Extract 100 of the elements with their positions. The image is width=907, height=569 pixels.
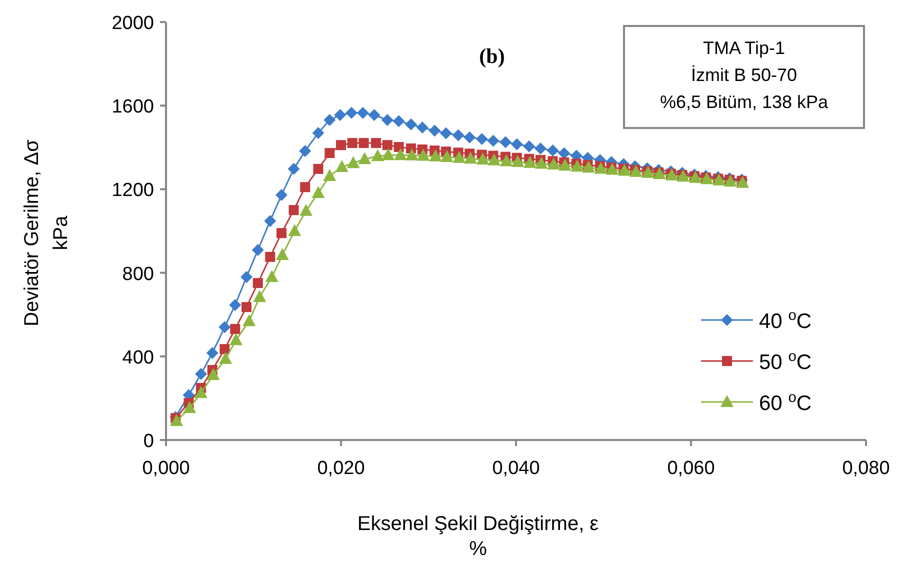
point — [368, 109, 380, 122]
point — [382, 148, 395, 160]
point — [500, 136, 512, 148]
point — [252, 278, 263, 288]
point — [476, 133, 488, 146]
text: (b) — [479, 44, 505, 68]
point — [312, 126, 324, 139]
point — [582, 160, 596, 173]
point — [183, 401, 196, 414]
point — [700, 172, 714, 184]
point — [546, 144, 559, 157]
point — [382, 140, 392, 150]
point — [724, 174, 737, 187]
point — [194, 386, 208, 398]
point — [476, 152, 490, 165]
point — [324, 148, 335, 158]
point — [558, 158, 572, 171]
x-tick-label: 0,040 — [492, 458, 540, 479]
point — [511, 155, 524, 168]
point — [676, 170, 690, 182]
point — [347, 138, 358, 148]
point — [452, 150, 466, 163]
point — [240, 270, 252, 283]
point — [371, 149, 384, 162]
point — [265, 252, 276, 262]
point — [335, 160, 348, 172]
y-tick-label: 0 — [143, 431, 154, 452]
point — [288, 205, 299, 216]
point — [500, 154, 513, 166]
point — [264, 214, 276, 227]
point — [230, 324, 240, 334]
point — [300, 182, 310, 192]
point — [381, 114, 394, 126]
point — [642, 166, 655, 178]
point — [405, 118, 417, 130]
point — [488, 153, 501, 166]
point — [206, 368, 220, 380]
point — [606, 162, 619, 175]
point — [195, 368, 207, 380]
point — [288, 162, 300, 175]
point — [416, 148, 430, 161]
point — [220, 344, 230, 354]
legend-label: 50 $^{o}$C — [759, 349, 812, 374]
point — [429, 149, 442, 162]
point — [358, 138, 369, 148]
point — [300, 204, 312, 216]
point — [428, 124, 441, 137]
point — [336, 140, 346, 150]
point — [265, 270, 278, 282]
point — [230, 333, 242, 346]
point — [405, 148, 418, 160]
point — [323, 169, 336, 182]
point — [170, 414, 183, 426]
point — [242, 302, 252, 312]
point — [288, 224, 302, 236]
point — [229, 298, 242, 311]
y-tick-label: 2000 — [112, 13, 154, 34]
legend-label: 40 $^{o}$C — [759, 308, 812, 333]
point — [452, 129, 464, 142]
point — [371, 138, 381, 148]
point — [394, 142, 404, 152]
point — [313, 164, 324, 174]
point — [334, 109, 346, 122]
point — [440, 150, 454, 162]
point — [487, 134, 500, 147]
point — [534, 142, 546, 154]
point — [534, 156, 548, 169]
point — [219, 352, 232, 364]
x-tick-label: 0,080 — [842, 458, 890, 479]
point — [394, 148, 407, 160]
point — [346, 156, 360, 168]
point — [547, 158, 560, 170]
x-tick-label: 0,020 — [317, 458, 365, 479]
point — [416, 122, 428, 134]
point — [346, 106, 358, 119]
point — [218, 321, 231, 334]
point — [440, 127, 452, 140]
point — [242, 314, 256, 326]
point — [570, 160, 584, 172]
point — [276, 189, 288, 202]
point — [523, 140, 536, 152]
point — [665, 168, 678, 180]
y-tick-label: 1600 — [112, 96, 154, 118]
y-tick-label: 1200 — [112, 180, 154, 202]
point — [510, 138, 523, 150]
y-axis-title: Deviatör Gerilme, Δσ kPa — [21, 138, 72, 326]
point — [299, 144, 312, 157]
legend-label: 60 $^{o}$C — [759, 390, 812, 415]
point — [464, 152, 477, 164]
point — [464, 131, 476, 144]
point — [358, 152, 372, 164]
point — [392, 115, 405, 128]
point — [206, 347, 218, 360]
point — [276, 248, 289, 260]
x-tick-label: 0,060 — [667, 458, 715, 479]
y-tick-label: 400 — [122, 347, 154, 368]
note-box: TMA Tip-1 İzmit B 50-70 %6,5 Bitüm, 138 kPa — [623, 25, 865, 129]
point — [594, 162, 608, 174]
point — [276, 228, 286, 238]
x-tick-label: 0,000 — [142, 458, 190, 479]
